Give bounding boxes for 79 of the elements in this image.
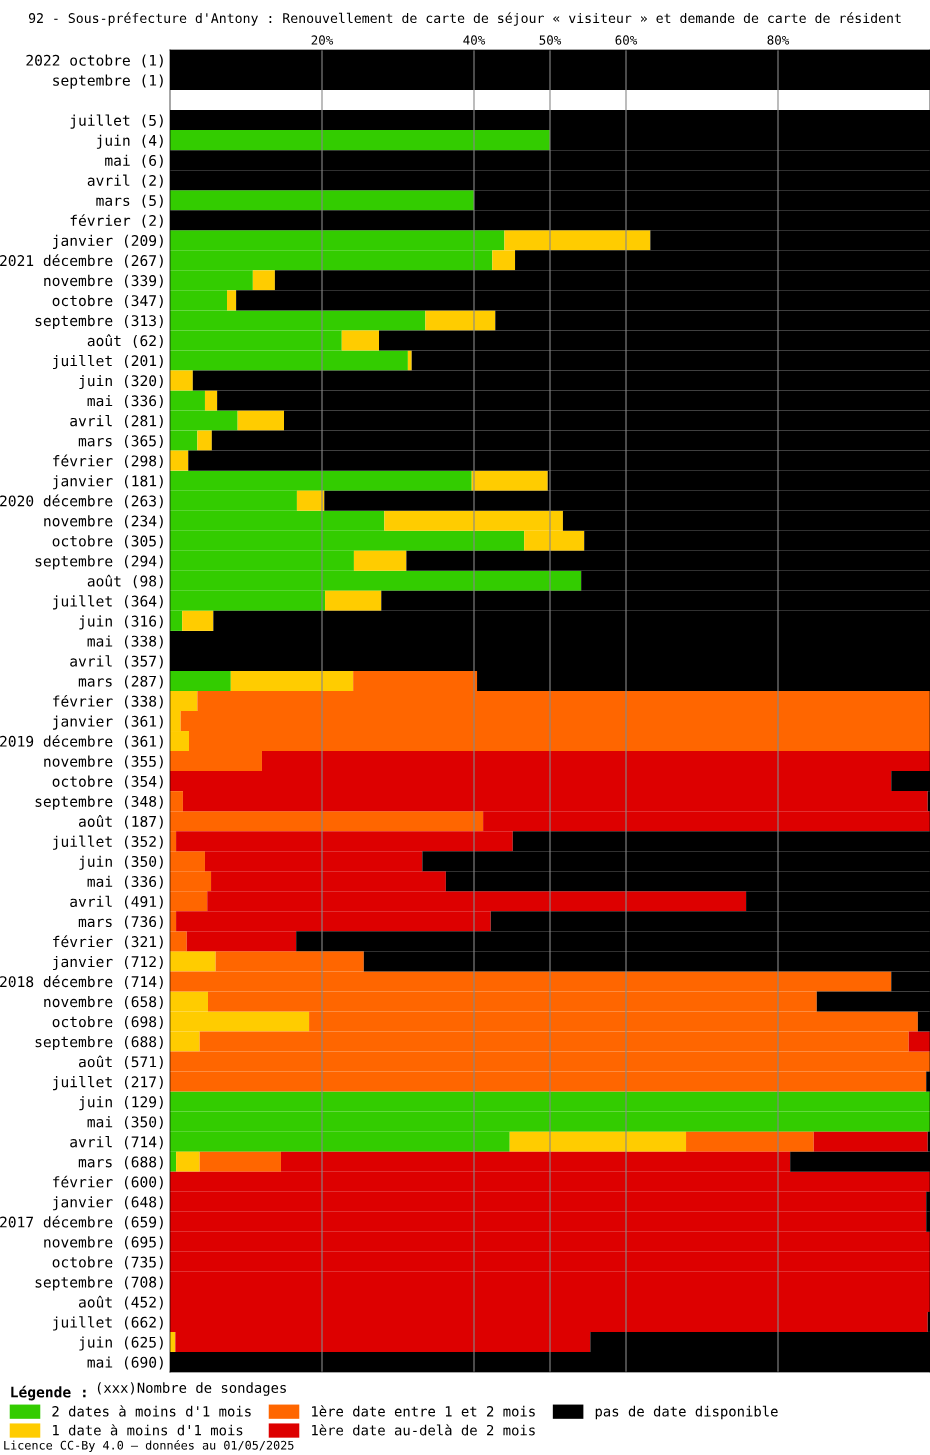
y-tick-label: novembre (234)	[44, 515, 163, 529]
x-tick-label: 20%	[311, 35, 334, 45]
y-tick-label: novembre (339)	[44, 274, 163, 288]
y-tick-label: septembre (294)	[35, 555, 163, 570]
y-tick-label: janvier (648)	[53, 1196, 163, 1211]
y-tick-label: août (98)	[87, 574, 163, 589]
y-tick-label: 2020 décembre (263)	[0, 494, 163, 509]
y-tick-label: août (452)	[78, 1295, 163, 1310]
y-tick-label: octobre (735)	[52, 1256, 163, 1270]
y-tick-label: février (2)	[70, 214, 163, 228]
y-tick-label: avril (357)	[70, 655, 163, 669]
y-tick-label: novembre (695)	[44, 1236, 163, 1250]
y-tick-label: mai (338)	[87, 635, 163, 649]
y-tick-label: juin (320)	[79, 375, 163, 390]
y-tick-label: mars (688)	[78, 1156, 163, 1170]
y-tick-label: 2017 décembre (659)	[0, 1215, 163, 1230]
y-tick-label: avril (2)	[87, 174, 163, 188]
x-tick-label: 50%	[539, 35, 562, 45]
legend-label: 1 date à moins d'1 mois	[53, 1424, 243, 1436]
y-tick-label: novembre (658)	[44, 995, 163, 1009]
y-tick-label: juin (129)	[79, 1096, 163, 1111]
y-tick-label: 2019 décembre (361)	[0, 734, 163, 749]
y-tick-label: juillet (364)	[53, 595, 163, 610]
y-tick-label: janvier (209)	[53, 234, 163, 249]
y-tick-label: octobre (305)	[52, 535, 163, 549]
y-tick-label: mai (690)	[87, 1356, 163, 1370]
y-tick-label: janvier (361)	[53, 715, 163, 730]
y-tick-label: septembre (348)	[35, 795, 163, 810]
x-tick-label: 80%	[767, 35, 790, 45]
legend-label: 1ère date entre 1 et 2 mois	[312, 1405, 535, 1417]
y-tick-label: 2021 décembre (267)	[0, 254, 163, 268]
y-tick-label: 2018 décembre (714)	[0, 975, 163, 989]
y-tick-label: octobre (354)	[52, 775, 163, 789]
x-tick-label: 40%	[463, 35, 486, 45]
y-tick-label: février (338)	[53, 694, 163, 709]
y-tick-label: juin (350)	[79, 855, 163, 870]
y-tick-label: septembre (688)	[35, 1036, 163, 1051]
y-tick-label: juillet (5)	[70, 114, 163, 129]
y-tick-label: juin (625)	[79, 1336, 163, 1351]
y-tick-label: mars (5)	[96, 194, 163, 208]
y-tick-label: juillet (201)	[53, 354, 163, 370]
legend-label: 2 dates à moins d'1 mois	[52, 1405, 251, 1417]
y-tick-label: avril (714)	[70, 1136, 163, 1150]
y-tick-label: octobre (698)	[52, 1015, 163, 1029]
legend-label: pas de date disponible	[595, 1405, 778, 1420]
y-tick-label: mars (736)	[78, 915, 163, 929]
y-tick-label: juillet (217)	[53, 1075, 163, 1091]
y-tick-label: 2022 octobre (1)	[26, 54, 163, 68]
y-tick-label: mars (287)	[78, 675, 163, 689]
y-tick-label: septembre (313)	[35, 314, 163, 330]
y-tick-label: juillet (352)	[53, 835, 163, 850]
y-tick-label: janvier (181)	[53, 475, 163, 490]
y-tick-label: juin (4)	[96, 134, 163, 149]
y-tick-label: juin (316)	[79, 615, 163, 630]
y-tick-label: mars (365)	[78, 435, 163, 449]
y-tick-label: mai (350)	[87, 1116, 163, 1130]
y-tick-label: novembre (355)	[44, 755, 163, 769]
y-tick-label: août (571)	[78, 1055, 163, 1070]
y-tick-label: octobre (347)	[52, 294, 163, 308]
legend-title: Légende :	[11, 1385, 86, 1401]
y-tick-label: mai (6)	[105, 154, 163, 168]
y-tick-label: février (600)	[53, 1175, 163, 1190]
y-tick-label: août (187)	[78, 815, 163, 829]
text: (xxx)Nombre de sondages	[97, 1382, 286, 1396]
y-tick-label: avril (281)	[70, 414, 163, 429]
x-tick-label: 60%	[615, 35, 638, 45]
chart-title: 92 - Sous-préfecture d'Antony : Renouvellement de carte de séjour « visiteur » et demande de carte de résident	[28, 12, 901, 26]
y-tick-label: janvier (712)	[53, 955, 163, 970]
y-tick-label: février (298)	[53, 454, 163, 469]
y-tick-label: septembre (708)	[35, 1276, 163, 1291]
text: Licence CC-By 4.0 — données au 01/05/2025	[4, 1440, 294, 1452]
y-tick-label: avril (491)	[70, 895, 163, 909]
y-tick-label: juillet (662)	[53, 1316, 163, 1331]
y-tick-label: mai (336)	[87, 875, 163, 889]
y-tick-label: septembre (1)	[53, 74, 163, 89]
y-tick-label: février (321)	[53, 935, 163, 949]
y-tick-label: mai (336)	[87, 395, 163, 409]
y-tick-label: août (62)	[87, 334, 163, 348]
legend-label: 1ère date au-delà de 2 mois	[312, 1424, 535, 1436]
